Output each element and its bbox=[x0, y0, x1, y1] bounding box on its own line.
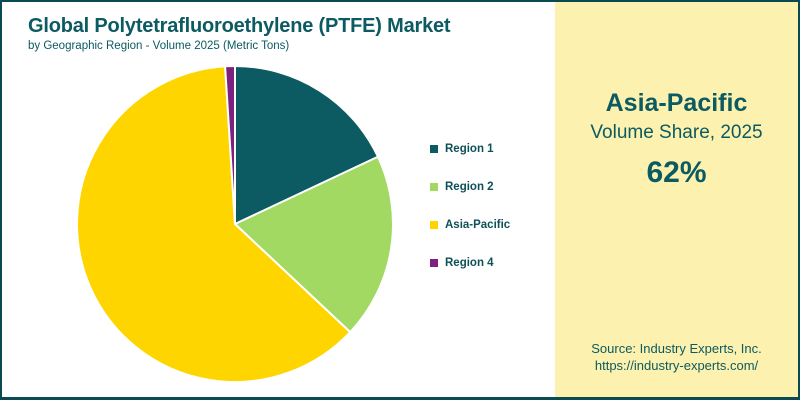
source-attribution: Source: Industry Experts, Inc. https://i… bbox=[555, 340, 798, 375]
legend-swatch-region-4 bbox=[430, 259, 438, 267]
pie-slice-asia-pacific bbox=[76, 65, 352, 383]
chart-subtitle: by Geographic Region - Volume 2025 (Metr… bbox=[28, 40, 290, 52]
legend-item-region-1: Region 1 bbox=[430, 143, 510, 155]
highlight-value: 62% bbox=[646, 155, 707, 189]
chart-legend: Region 1 Region 2 Asia-Pacific Region 4 bbox=[430, 143, 510, 269]
highlight-region-title: Asia-Pacific bbox=[605, 89, 748, 117]
pie-chart bbox=[76, 65, 394, 383]
chart-title: Global Polytetrafluoroethylene (PTFE) Ma… bbox=[28, 15, 451, 37]
source-url: https://industry-experts.com/ bbox=[594, 358, 759, 374]
highlight-panel: Asia-Pacific Volume Share, 2025 62% Sour… bbox=[555, 2, 798, 397]
legend-label: Region 4 bbox=[445, 257, 494, 269]
legend-item-region-2: Region 2 bbox=[430, 181, 510, 193]
pie-slice-region-4 bbox=[224, 65, 236, 225]
highlight-content: Asia-Pacific Volume Share, 2025 62% bbox=[555, 89, 798, 190]
legend-swatch-region-2 bbox=[430, 183, 438, 191]
legend-label: Region 2 bbox=[445, 181, 494, 193]
chart-header: Global Polytetrafluoroethylene (PTFE) Ma… bbox=[28, 15, 451, 52]
legend-swatch-region-1 bbox=[430, 145, 438, 153]
legend-label: Asia-Pacific bbox=[445, 219, 511, 231]
source-line: Source: Industry Experts, Inc. bbox=[591, 340, 762, 356]
legend-swatch-asia-pacific bbox=[430, 221, 438, 229]
pie-slice-region-2 bbox=[234, 155, 394, 334]
legend-item-region-4: Region 4 bbox=[430, 257, 510, 269]
pie-slice-region-1 bbox=[234, 65, 379, 225]
highlight-metric-label: Volume Share, 2025 bbox=[590, 121, 763, 143]
legend-label: Region 1 bbox=[445, 143, 494, 155]
legend-item-asia-pacific: Asia-Pacific bbox=[430, 219, 510, 231]
